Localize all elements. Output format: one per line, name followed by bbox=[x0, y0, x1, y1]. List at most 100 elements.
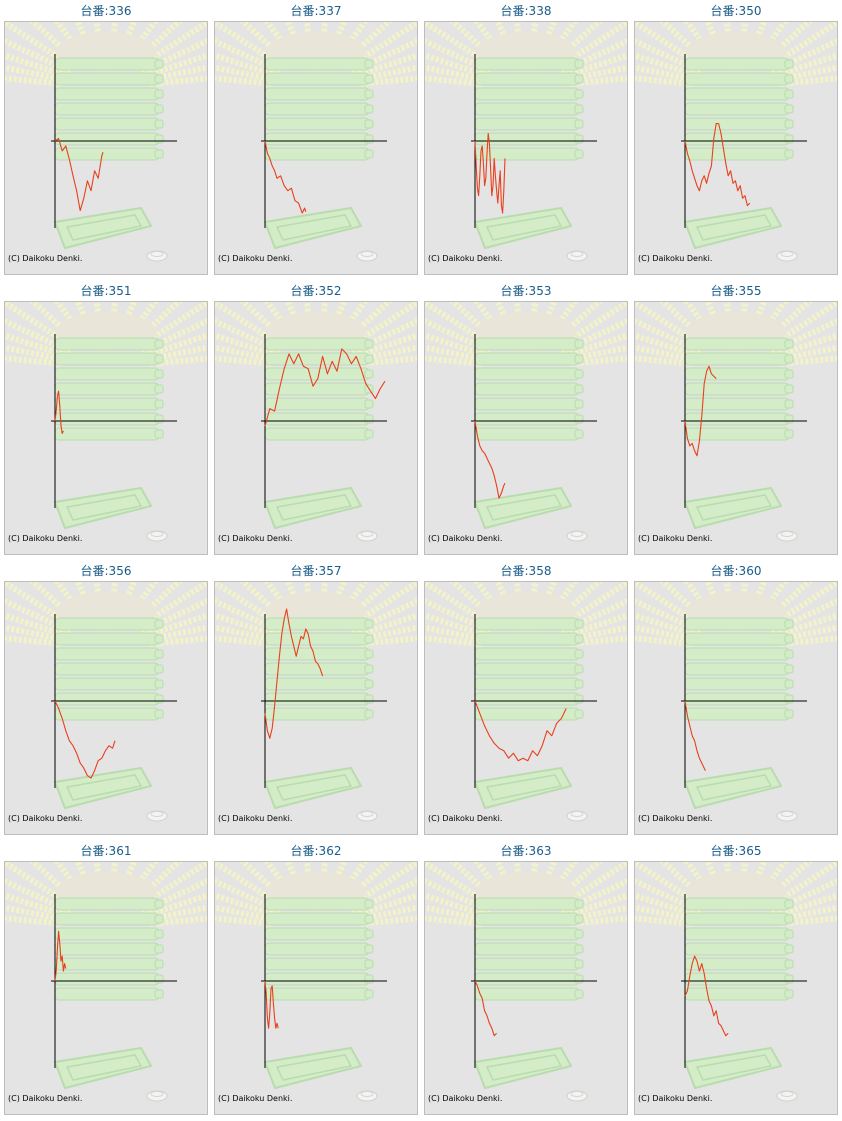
medal-coin-icon bbox=[146, 1090, 168, 1102]
series-line bbox=[264, 140, 307, 214]
slump-graph bbox=[215, 862, 417, 1102]
slump-graph bbox=[635, 22, 837, 262]
machine-number-link[interactable]: 台番:336 bbox=[80, 4, 132, 18]
slump-graph bbox=[425, 22, 627, 262]
machine-number-link[interactable]: 台番:360 bbox=[710, 564, 762, 578]
slump-graph bbox=[215, 582, 417, 822]
medal-coin-icon bbox=[146, 530, 168, 542]
machine-number-link[interactable]: 台番:365 bbox=[710, 844, 762, 858]
machine-number-link[interactable]: 台番:338 bbox=[500, 4, 552, 18]
slump-graph bbox=[425, 302, 627, 542]
copyright-text: (C) Daikoku Denki. bbox=[638, 254, 713, 263]
medal-coin-icon bbox=[356, 530, 378, 542]
machine-number-link[interactable]: 台番:353 bbox=[500, 284, 552, 298]
copyright-text: (C) Daikoku Denki. bbox=[428, 814, 503, 823]
medal-coin-icon bbox=[566, 530, 588, 542]
machine-chart-card: 台番:337 (C) Daikoku Denki. bbox=[214, 0, 418, 276]
graph-panel: (C) Daikoku Denki. bbox=[424, 301, 628, 555]
series-line bbox=[474, 132, 506, 214]
medal-stack bbox=[684, 592, 794, 721]
medal-tray bbox=[263, 206, 363, 250]
copyright-text: (C) Daikoku Denki. bbox=[428, 1094, 503, 1103]
copyright-text: (C) Daikoku Denki. bbox=[638, 814, 713, 823]
series-line bbox=[684, 700, 706, 771]
medal-tray bbox=[473, 1046, 573, 1090]
copyright-text: (C) Daikoku Denki. bbox=[218, 814, 293, 823]
medal-tray bbox=[53, 486, 153, 530]
medal-coin-icon bbox=[356, 250, 378, 262]
machine-chart-card: 台番:353 (C) Daikoku Denki. bbox=[424, 280, 628, 556]
slump-graph bbox=[5, 582, 207, 822]
series-line bbox=[54, 930, 67, 982]
machine-number-link[interactable]: 台番:358 bbox=[500, 564, 552, 578]
machine-chart-card: 台番:352 (C) Daikoku Denki. bbox=[214, 280, 418, 556]
graph-panel: (C) Daikoku Denki. bbox=[424, 861, 628, 1115]
machine-number-link[interactable]: 台番:351 bbox=[80, 284, 132, 298]
medal-tray bbox=[263, 766, 363, 810]
slump-graph bbox=[635, 302, 837, 542]
medal-coin-icon bbox=[146, 250, 168, 262]
medal-tray bbox=[683, 766, 783, 810]
machine-chart-card: 台番:363 (C) Daikoku Denki. bbox=[424, 840, 628, 1116]
machine-chart-card: 台番:361 (C) Daikoku Denki. bbox=[4, 840, 208, 1116]
series-line bbox=[264, 348, 386, 427]
series-line bbox=[474, 980, 497, 1037]
medal-coin-icon bbox=[566, 810, 588, 822]
medal-stack bbox=[684, 32, 794, 161]
copyright-text: (C) Daikoku Denki. bbox=[8, 254, 83, 263]
machine-number-link[interactable]: 台番:350 bbox=[710, 4, 762, 18]
medal-coin-icon bbox=[356, 1090, 378, 1102]
series-line bbox=[264, 980, 279, 1029]
slump-graph bbox=[635, 862, 837, 1102]
graph-panel: (C) Daikoku Denki. bbox=[214, 21, 418, 275]
machine-chart-card: 台番:336 (C) Daikoku Denki. bbox=[4, 0, 208, 276]
machine-chart-card: 台番:338 (C) Daikoku Denki. bbox=[424, 0, 628, 276]
slump-graph bbox=[215, 302, 417, 542]
machine-chart-card: 台番:365 (C) Daikoku Denki. bbox=[634, 840, 838, 1116]
graph-panel: (C) Daikoku Denki. bbox=[424, 581, 628, 835]
graph-panel: (C) Daikoku Denki. bbox=[634, 861, 838, 1115]
slump-graph bbox=[215, 22, 417, 262]
graph-panel: (C) Daikoku Denki. bbox=[4, 301, 208, 555]
machine-chart-card: 台番:358 (C) Daikoku Denki. bbox=[424, 560, 628, 836]
medal-stack bbox=[54, 592, 164, 721]
series-line bbox=[474, 700, 567, 762]
medal-coin-icon bbox=[566, 1090, 588, 1102]
medal-stack bbox=[54, 32, 164, 161]
medal-tray bbox=[683, 1046, 783, 1090]
machine-chart-card: 台番:350 (C) Daikoku Denki. bbox=[634, 0, 838, 276]
machine-chart-card: 台番:360 (C) Daikoku Denki. bbox=[634, 560, 838, 836]
medal-stack bbox=[54, 872, 164, 1001]
slump-graph bbox=[425, 862, 627, 1102]
copyright-text: (C) Daikoku Denki. bbox=[428, 254, 503, 263]
machine-number-link[interactable]: 台番:337 bbox=[290, 4, 342, 18]
graph-panel: (C) Daikoku Denki. bbox=[634, 581, 838, 835]
copyright-text: (C) Daikoku Denki. bbox=[8, 1094, 83, 1103]
medal-coin-icon bbox=[776, 530, 798, 542]
copyright-text: (C) Daikoku Denki. bbox=[8, 814, 83, 823]
machine-chart-card: 台番:355 (C) Daikoku Denki. bbox=[634, 280, 838, 556]
machine-number-link[interactable]: 台番:355 bbox=[710, 284, 762, 298]
medal-tray bbox=[53, 1046, 153, 1090]
medal-coin-icon bbox=[566, 250, 588, 262]
machine-number-link[interactable]: 台番:357 bbox=[290, 564, 342, 578]
machine-chart-card: 台番:362 (C) Daikoku Denki. bbox=[214, 840, 418, 1116]
medal-coin-icon bbox=[776, 1090, 798, 1102]
machine-number-link[interactable]: 台番:363 bbox=[500, 844, 552, 858]
medal-coin-icon bbox=[776, 250, 798, 262]
machine-number-link[interactable]: 台番:361 bbox=[80, 844, 132, 858]
graph-panel: (C) Daikoku Denki. bbox=[424, 21, 628, 275]
copyright-text: (C) Daikoku Denki. bbox=[638, 534, 713, 543]
medal-coin-icon bbox=[356, 810, 378, 822]
rays-background bbox=[635, 302, 837, 367]
machine-number-link[interactable]: 台番:352 bbox=[290, 284, 342, 298]
graph-panel: (C) Daikoku Denki. bbox=[4, 581, 208, 835]
machine-number-link[interactable]: 台番:356 bbox=[80, 564, 132, 578]
medal-tray bbox=[683, 206, 783, 250]
medal-tray bbox=[473, 486, 573, 530]
medal-tray bbox=[473, 206, 573, 250]
graph-panel: (C) Daikoku Denki. bbox=[214, 301, 418, 555]
slump-graph bbox=[5, 302, 207, 542]
medal-stack bbox=[684, 872, 794, 1001]
machine-number-link[interactable]: 台番:362 bbox=[290, 844, 342, 858]
